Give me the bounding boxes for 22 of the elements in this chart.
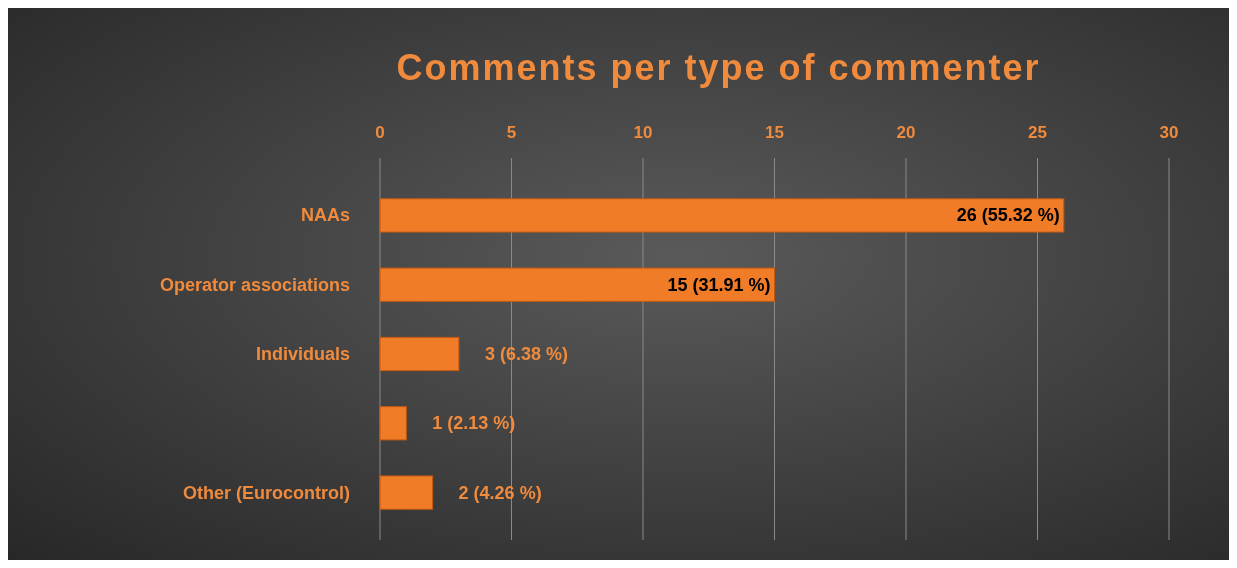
data-label: 26 (55.32 %): [956, 205, 1060, 226]
chart-title: Comments per type of commenter: [396, 47, 1041, 88]
y-tick-label: Other (Eurocontrol): [183, 482, 350, 503]
data-label: 15 (31.91 %): [667, 274, 771, 295]
x-tick-label: 0: [375, 123, 385, 142]
bar: [379, 406, 407, 441]
y-tick-label: NAAs: [300, 205, 350, 226]
bar: [379, 267, 775, 302]
bar: [379, 198, 1065, 233]
y-tick-label: Operator associations: [159, 274, 350, 295]
x-tick-label: 10: [633, 123, 653, 142]
x-tick-label: 20: [896, 123, 916, 142]
x-tick-label: 15: [765, 123, 784, 142]
y-tick-label: Individuals: [255, 344, 350, 364]
bar: [379, 475, 434, 510]
data-label: 1 (2.13 %): [432, 413, 516, 434]
x-tick-label: 5: [506, 123, 517, 142]
data-label: 3 (6.38 %): [484, 344, 568, 364]
bar: [379, 336, 460, 372]
x-tick-label: 25: [1028, 123, 1047, 142]
x-tick-label: 30: [1159, 123, 1179, 142]
data-label: 2 (4.26 %): [458, 482, 542, 503]
